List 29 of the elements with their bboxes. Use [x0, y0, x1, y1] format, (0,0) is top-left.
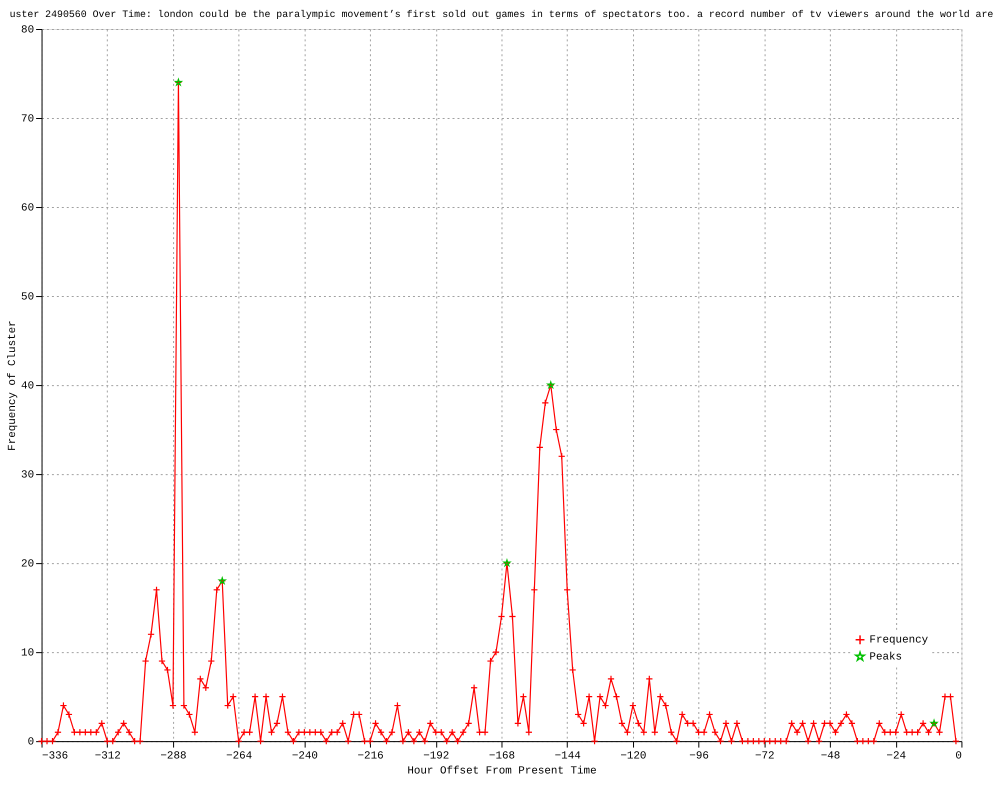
x-tick-label: −72 [755, 750, 775, 762]
x-tick-label: 0 [955, 750, 962, 762]
x-tick-label: −24 [886, 750, 906, 762]
y-tick-label: 30 [21, 470, 34, 482]
x-tick-label: −96 [689, 750, 709, 762]
y-tick-label: 40 [21, 380, 34, 393]
x-tick-label: −144 [554, 750, 581, 762]
y-tick-label: 10 [21, 648, 34, 660]
y-tick-label: 20 [21, 558, 34, 571]
x-tick-label: −336 [42, 750, 68, 762]
x-tick-label: −216 [358, 750, 384, 762]
x-tick-label: −240 [292, 750, 318, 762]
x-tick-label: −120 [620, 750, 646, 762]
chart-title: uster 2490560 Over Time: london could be the paralympic movement’s first sold out games in terms of spectators too. a record number of tv viewers around the world are [10, 9, 994, 20]
y-tick-label: 70 [21, 113, 34, 126]
y-tick-label: 60 [21, 202, 34, 214]
legend-label: Peaks [869, 652, 902, 664]
x-axis-title: Hour Offset From Present Time [407, 765, 597, 778]
x-tick-label: −264 [226, 750, 252, 762]
y-tick-label: 50 [21, 292, 34, 304]
x-tick-label: −168 [488, 750, 516, 762]
y-tick-label: 0 [28, 736, 34, 749]
y-tick-label: 80 [21, 24, 34, 36]
y-axis-title: Frequency of Cluster [7, 320, 20, 451]
legend-label: Frequency [869, 634, 929, 647]
x-tick-label: −48 [820, 750, 840, 762]
x-tick-label: −192 [423, 750, 450, 762]
x-tick-label: −312 [94, 750, 121, 762]
x-tick-label: −288 [160, 750, 187, 762]
